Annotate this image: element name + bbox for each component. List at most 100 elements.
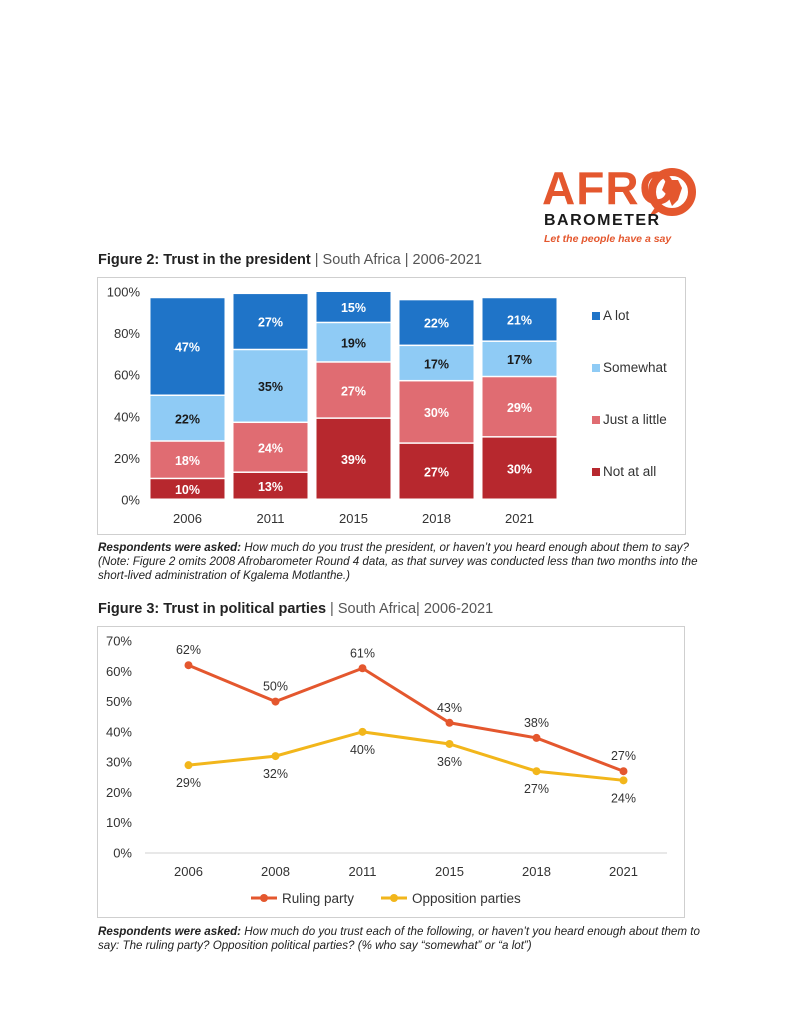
bar-data-label: 22% (175, 412, 200, 426)
y-tick-label: 20% (106, 785, 132, 800)
figure2-frame (97, 277, 686, 535)
y-tick-label: 40% (106, 724, 132, 739)
y-tick-label: 70% (106, 634, 132, 649)
figure3-frame (97, 626, 685, 918)
series-marker (532, 767, 541, 776)
bar-data-label: 22% (424, 317, 449, 331)
x-tick-label: 2021 (505, 511, 534, 526)
series-marker (358, 727, 367, 736)
bar-data-label: 27% (424, 465, 449, 479)
bar-data-label: 19% (341, 336, 366, 350)
series-marker (532, 733, 541, 742)
y-tick-label: 80% (114, 326, 140, 341)
bar-data-label: 47% (175, 341, 200, 355)
trust-parties-chart: 0% 10% 20% 30% 40% 50% 60% 70% 2006 2008 2011 2015 2… (106, 634, 667, 906)
legend-swatch (592, 312, 600, 320)
bar-data-label: 10% (175, 483, 200, 497)
point-data-label: 27% (524, 782, 549, 796)
x-tick-label: 2015 (435, 864, 464, 879)
legend-label: Not at all (603, 464, 656, 479)
series-marker (445, 739, 454, 748)
y-tick-label: 0% (121, 493, 140, 508)
x-tick-label: 2006 (173, 511, 202, 526)
bar-data-label: 24% (258, 442, 283, 456)
bar-segment (399, 443, 474, 499)
series-marker (271, 752, 280, 761)
series-line (187, 663, 625, 773)
bar-segment (233, 294, 308, 349)
bar-segment (233, 472, 308, 499)
legend-label: Opposition parties (412, 891, 521, 906)
point-data-label: 43% (437, 701, 462, 715)
y-tick-label: 0% (113, 846, 132, 861)
series-marker (184, 661, 193, 670)
legend-label: A lot (603, 308, 630, 323)
bar-data-label: 35% (258, 380, 283, 394)
x-tick-label: 2008 (261, 864, 290, 879)
legend-swatch (592, 364, 600, 372)
bar-data-label: 30% (424, 406, 449, 420)
legend-marker (260, 894, 268, 902)
bar-data-label: 17% (507, 353, 532, 367)
bar-data-label: 30% (507, 462, 532, 476)
bar-data-label: 21% (507, 314, 532, 328)
series-marker (619, 767, 628, 776)
figure2-title-text: : Trust in the president (154, 252, 311, 268)
logo-subtext: BAROMETER (544, 212, 661, 229)
legend-swatch (592, 416, 600, 424)
bar-data-label: 13% (258, 480, 283, 494)
legend-swatch (592, 468, 600, 476)
point-data-label: 36% (437, 755, 462, 769)
point-data-label: 29% (176, 776, 201, 790)
series-marker (358, 664, 367, 673)
point-data-label: 62% (176, 643, 201, 657)
y-tick-label: 40% (114, 409, 140, 424)
figure3-subtitle: | South Africa| 2006-2021 (326, 601, 494, 617)
point-data-label: 40% (350, 743, 375, 757)
x-tick-label: 2011 (257, 511, 285, 526)
bar-segment (482, 298, 557, 341)
bar-segment (482, 341, 557, 376)
legend-label: Ruling party (282, 891, 354, 906)
trust-president-chart: 0% 20% 40% 60% 80% 100% 10% 18% 22% 47% 2006 13% 24%… (107, 285, 667, 527)
figure2-note: Respondents were asked: How much do you … (98, 541, 708, 583)
x-tick-label: 2021 (609, 864, 638, 879)
bar-data-label: 29% (507, 401, 532, 415)
series-marker (445, 718, 454, 727)
figure2-note-text: How much do you trust the president, or … (98, 541, 698, 582)
figure3-title-text: Figure 3: Trust in political parties (98, 601, 327, 617)
bar-segment (150, 479, 225, 499)
bar-data-label: 27% (341, 384, 366, 398)
bar-segment (316, 362, 391, 418)
bar-segment (316, 292, 391, 322)
logo-tagline: Let the people have a say (544, 233, 672, 245)
y-tick-label: 60% (106, 664, 132, 679)
figure3-title: Figure 3: Trust in political parties | S… (98, 601, 493, 617)
series-marker (184, 761, 193, 770)
x-tick-label: 2011 (349, 864, 377, 879)
x-tick-label: 2015 (339, 511, 368, 526)
y-tick-label: 20% (114, 451, 140, 466)
bar-segment (233, 423, 308, 472)
figure2-note-label: Respondents were asked: (98, 541, 242, 554)
bar-segment (150, 298, 225, 395)
legend-label: Just a little (603, 412, 667, 427)
bar-segment (150, 396, 225, 441)
africa-map-icon (648, 168, 696, 218)
legend-label: Somewhat (603, 360, 667, 375)
bar-data-label: 27% (258, 316, 283, 330)
point-data-label: 27% (611, 749, 636, 763)
figure3-note-label: Respondents were asked: (98, 925, 242, 938)
bar-segment (482, 437, 557, 499)
figure2-title: Figure 2: Trust in the president | South… (98, 252, 482, 268)
y-tick-label: 100% (107, 285, 141, 300)
figure2-title-number: Figure 2 (98, 252, 155, 268)
bar-segment (316, 323, 391, 362)
figure2-subtitle: | South Africa | 2006-2021 (310, 252, 482, 268)
series-marker (271, 697, 280, 706)
bar-segment (399, 300, 474, 345)
bar-segment (399, 346, 474, 380)
point-data-label: 38% (524, 716, 549, 730)
bar-segment (316, 418, 391, 499)
y-tick-label: 10% (106, 815, 132, 830)
